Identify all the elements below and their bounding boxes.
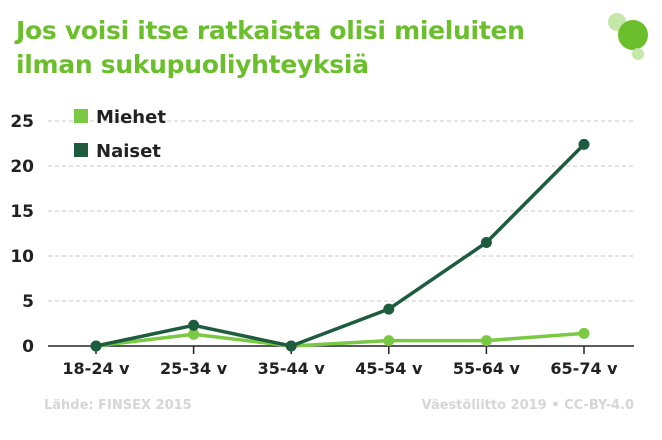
x-axis: 18-24 v 25-34 v 35-44 v 45-54 v 55-64 v 65-74…	[62, 346, 618, 378]
x-tick-label: 35-44 v	[258, 359, 326, 378]
y-tick-label-25: 25	[10, 112, 34, 132]
x-tick-label: 65-74 v	[550, 359, 618, 378]
logo-circle-large	[618, 20, 648, 50]
legend-swatch-naiset	[74, 143, 88, 157]
data-point-miehet	[578, 327, 590, 339]
chart-title-line2: ilman sukupuoliyhteyksiä	[16, 50, 369, 79]
series-line-naiset	[95, 143, 586, 348]
x-tick-label: 45-54 v	[355, 359, 423, 378]
series-line-miehet	[95, 331, 585, 348]
x-tick-label: 55-64 v	[453, 359, 521, 378]
logo-circle-bottom	[632, 48, 644, 60]
y-axis: 0 5 10 15 20 25	[10, 112, 34, 357]
green-circles-logo	[608, 13, 648, 60]
x-tick-label: 18-24 v	[62, 359, 130, 378]
chart-legend: Miehet Naiset	[74, 107, 166, 162]
credit-note: Väestöliitto 2019 • CC-BY-4.0	[421, 398, 634, 413]
data-point-naiset	[383, 303, 395, 315]
chart-grid	[48, 120, 634, 347]
legend-label-miehet: Miehet	[96, 107, 166, 128]
data-point-naiset	[285, 340, 297, 352]
source-note: Lähde: FINSEX 2015	[44, 398, 192, 413]
chart-title: Jos voisi itse ratkaista olisi mieluiten…	[16, 14, 576, 82]
y-tick-label-10: 10	[10, 247, 34, 267]
data-point-miehet	[188, 328, 200, 340]
chart-series	[90, 138, 590, 352]
legend-swatch-miehet	[74, 109, 88, 123]
x-tick-label: 25-34 v	[160, 359, 228, 378]
data-point-naiset	[578, 138, 590, 150]
y-tick-label-15: 15	[10, 202, 34, 222]
data-point-naiset	[188, 319, 200, 331]
data-point-naiset	[480, 237, 492, 248]
data-point-miehet	[480, 335, 492, 347]
y-tick-label-20: 20	[10, 157, 34, 177]
chart-title-line1: Jos voisi itse ratkaista olisi mieluiten	[16, 16, 525, 45]
y-tick-label-0: 0	[22, 337, 34, 357]
y-tick-label-5: 5	[22, 292, 34, 312]
data-point-naiset	[90, 340, 102, 352]
legend-label-naiset: Naiset	[96, 141, 161, 162]
data-point-miehet	[383, 335, 395, 347]
